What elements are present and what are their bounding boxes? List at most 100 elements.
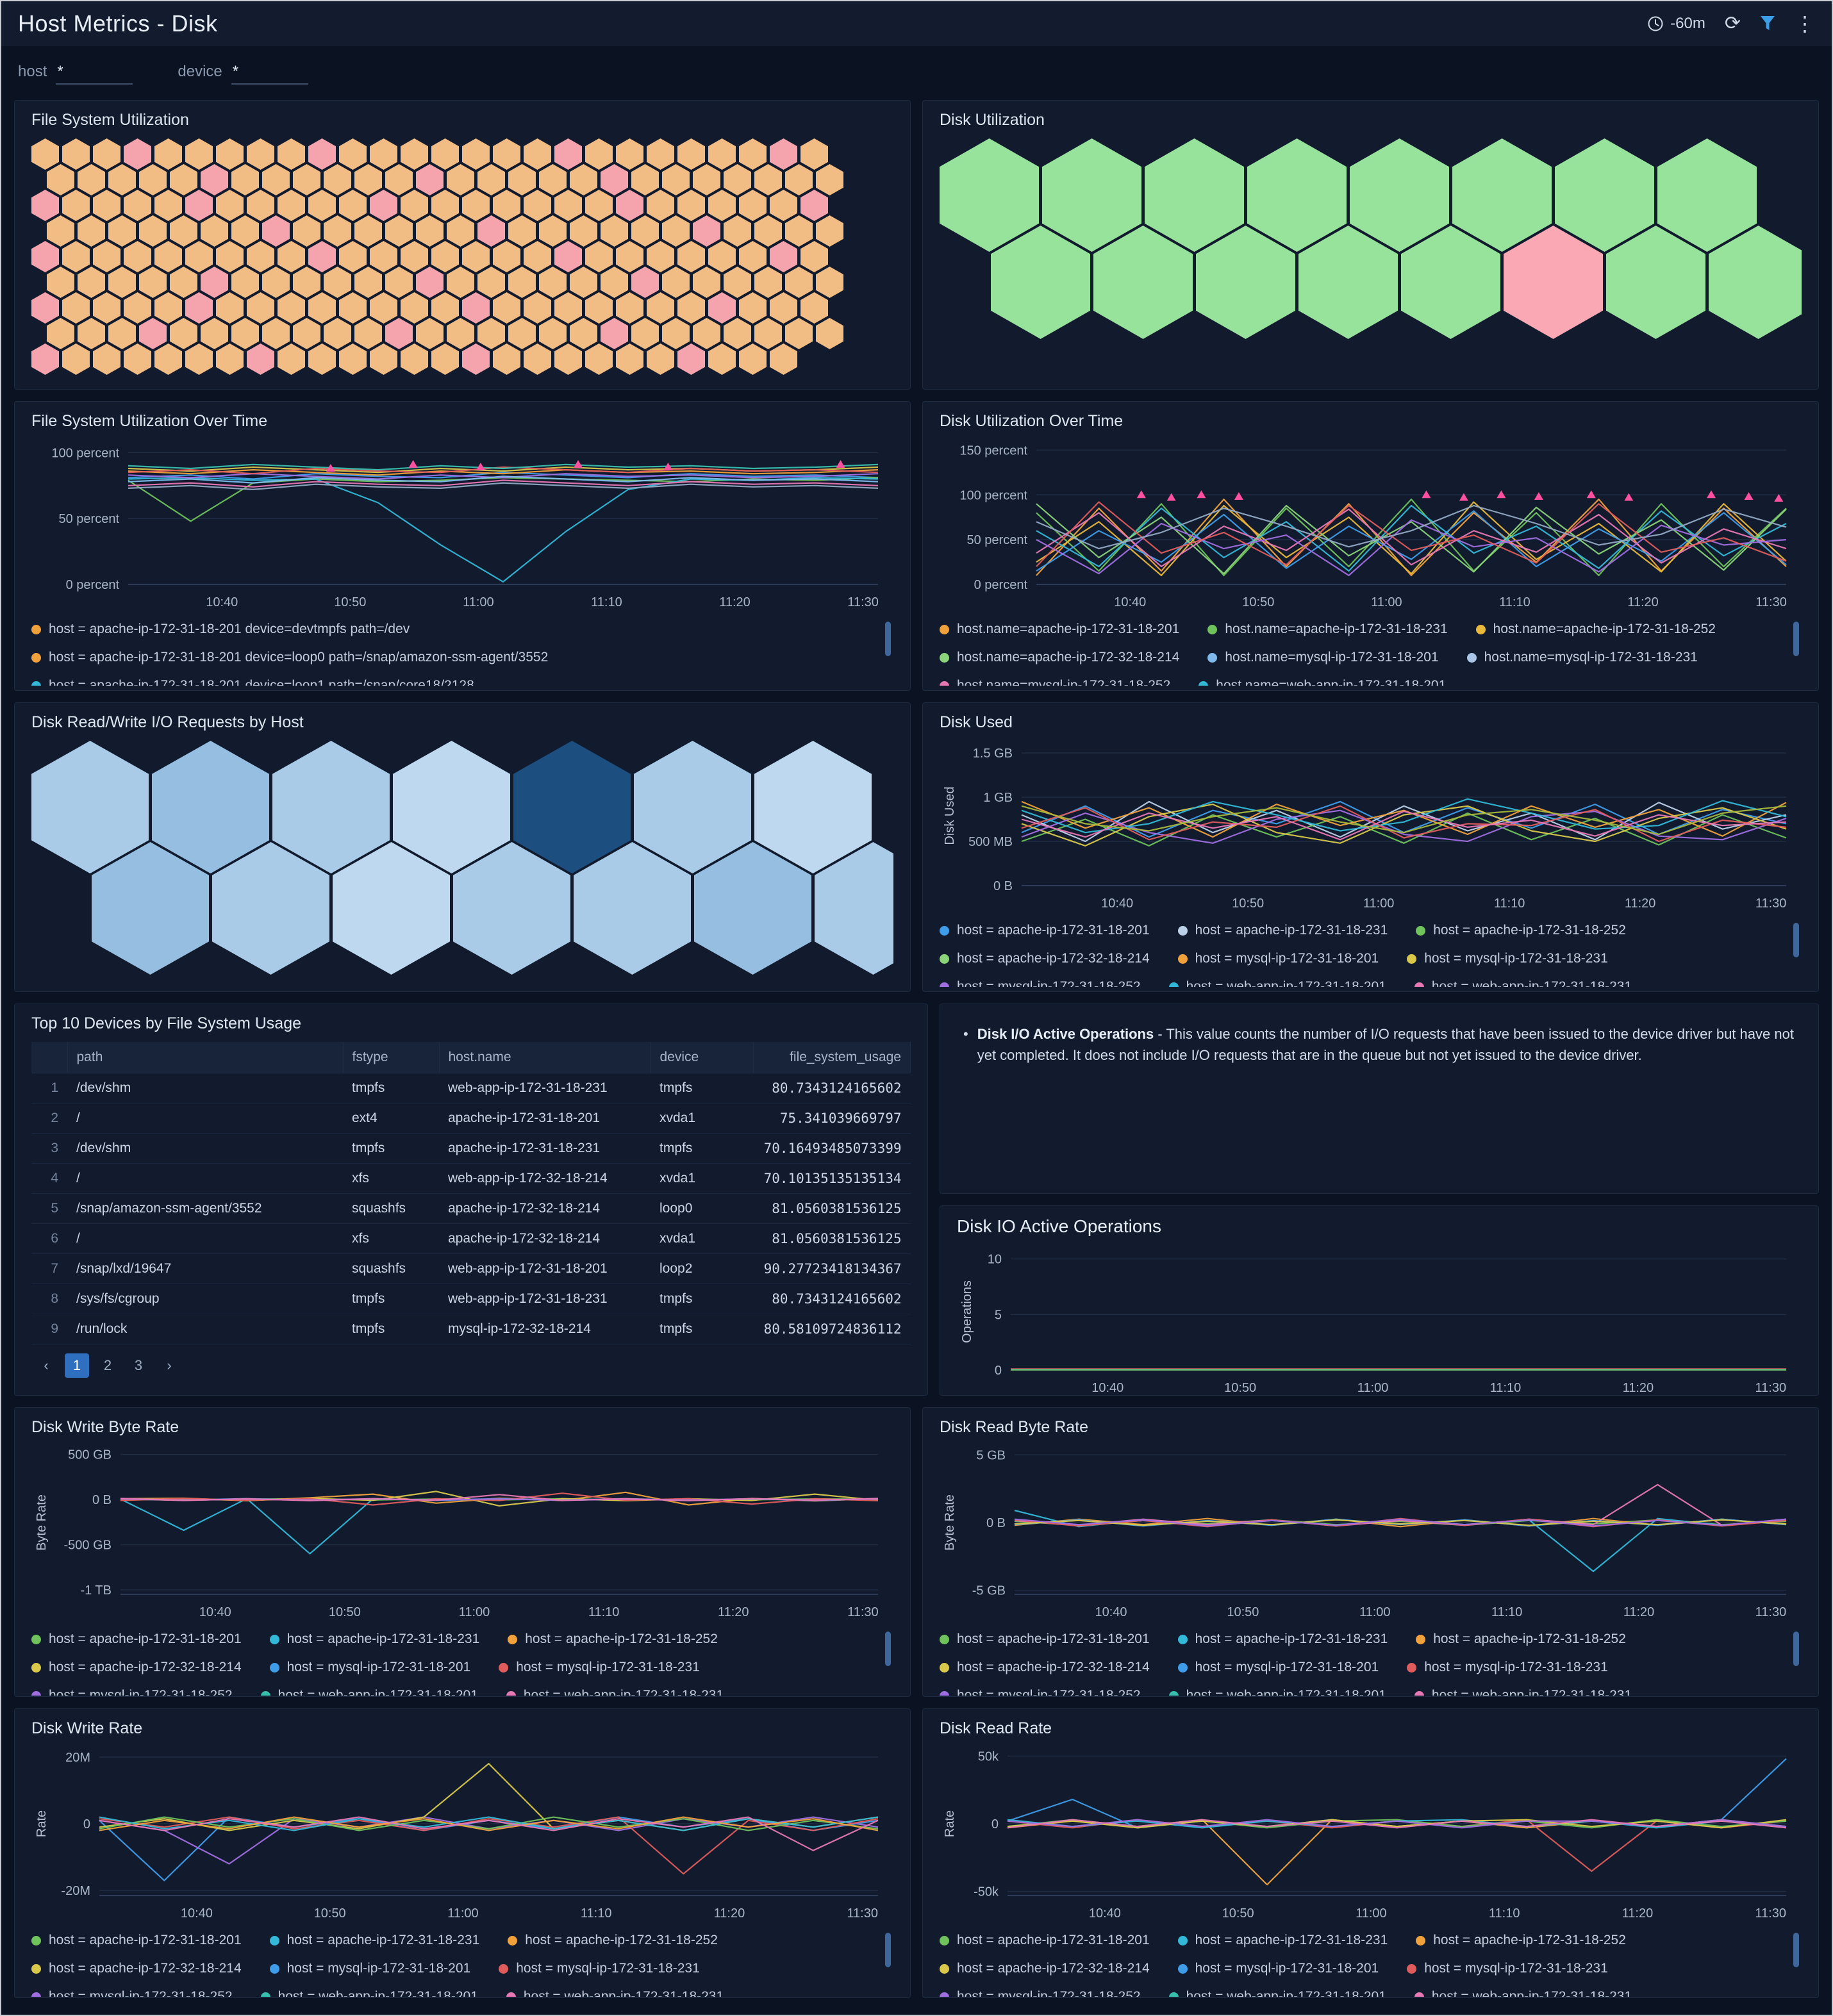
hexagon-cell[interactable] [324,215,351,247]
hexagon-cell[interactable] [554,190,582,221]
legend-entry[interactable]: host = apache-ip-172-31-18-231 [1177,1629,1388,1649]
hexagon-cell[interactable] [216,343,244,375]
hexagon-cell[interactable] [816,267,843,298]
hexagon-cell[interactable] [616,292,643,324]
hexagon-cell[interactable] [154,292,182,324]
hexagon-cell[interactable] [293,215,320,247]
hexagon-cell[interactable] [662,164,690,195]
table-row[interactable]: 5/snap/amazon-ssm-agent/3552 squashfs apac… [31,1193,911,1224]
hexagon-cell[interactable] [201,164,228,195]
hexagon-cell[interactable] [462,190,490,221]
hexagon-cell[interactable] [293,164,320,195]
disk-read-rate-chart[interactable]: -50k 0 50k 10:40 10:50 11:00 11:10 11:20 11:30 Ra… [940,1738,1802,1925]
disk-utilization-over-time-chart[interactable]: 0 percent 50 percent 100 percent 150 percen… [940,431,1802,614]
hexagon-cell[interactable] [493,292,520,324]
pagination-prev-button[interactable]: ‹ [44,1357,49,1373]
hexagon-cell[interactable] [339,190,367,221]
hexagon-cell[interactable] [754,215,782,247]
hexagon-cell[interactable] [513,741,631,873]
legend-entry[interactable]: host.name=mysql-ip-172-31-18-201 [1207,647,1439,668]
hexagon-cell[interactable] [231,215,259,247]
legend-entry[interactable]: host = web-app-ip-172-31-18-231 [506,1685,724,1696]
hexagon-cell[interactable] [816,215,843,247]
hexagon-cell[interactable] [385,318,413,349]
legend-entry[interactable]: host = mysql-ip-172-31-18-231 [1407,948,1608,969]
hexagon-cell[interactable] [170,267,197,298]
legend-scrollbar[interactable] [1793,1632,1799,1666]
hexagon-cell[interactable] [585,343,613,375]
hexagon-cell[interactable] [401,292,428,324]
hexagon-cell[interactable] [308,190,336,221]
hexagon-cell[interactable] [293,318,320,349]
hexagon-cell[interactable] [739,241,767,272]
hexagon-cell[interactable] [31,241,59,272]
hexagon-cell[interactable] [601,267,628,298]
hexagon-cell[interactable] [508,267,536,298]
hexagon-cell[interactable] [1555,138,1654,252]
hexagon-cell[interactable] [431,190,459,221]
legend-entry[interactable]: host = apache-ip-172-32-18-214 [31,1657,242,1678]
legend-entry[interactable]: host.name=mysql-ip-172-31-18-252 [940,675,1170,686]
pagination-next-button[interactable]: › [167,1357,172,1373]
hexagon-cell[interactable] [477,318,505,349]
legend-entry[interactable]: host = apache-ip-172-31-18-252 [508,1930,718,1951]
hexagon-cell[interactable] [62,190,90,221]
legend-entry[interactable]: host = apache-ip-172-31-18-201 device=de… [31,619,849,640]
hexagon-cell[interactable] [785,318,813,349]
hexagon-cell[interactable] [724,215,751,247]
hexagon-cell[interactable] [139,267,167,298]
hexagon-cell[interactable] [247,343,274,375]
hexagon-cell[interactable] [754,318,782,349]
hexagon-cell[interactable] [212,842,329,975]
hexagon-cell[interactable] [308,292,336,324]
legend-entry[interactable]: host = web-app-ip-172-31-18-231 [506,1987,724,1997]
hexagon-cell[interactable] [477,267,505,298]
hexagon-cell[interactable] [401,138,428,170]
hexagon-cell[interactable] [524,138,551,170]
hexagon-cell[interactable] [354,164,382,195]
disk-read-byte-rate-chart[interactable]: -5 GB 0 B 5 GB 10:40 10:50 11:00 11:10 11:20 11:… [940,1437,1802,1624]
hexagon-cell[interactable] [708,241,736,272]
hexagon-cell[interactable] [93,343,120,375]
hexagon-cell[interactable] [453,842,570,975]
hexagon-cell[interactable] [708,190,736,221]
hexagon-cell[interactable] [185,138,213,170]
time-range-control[interactable]: -60m [1647,15,1705,33]
legend-entry[interactable]: host = mysql-ip-172-31-18-252 [940,1685,1141,1696]
hexagon-cell[interactable] [770,138,797,170]
legend-scrollbar[interactable] [885,622,891,656]
hexagon-cell[interactable] [324,318,351,349]
hexagon-cell[interactable] [154,190,182,221]
hexagon-cell[interactable] [585,292,613,324]
hexagon-cell[interactable] [447,267,474,298]
hexagon-cell[interactable] [770,343,797,375]
hexagon-cell[interactable] [677,138,705,170]
hexagon-cell[interactable] [539,267,567,298]
legend-entry[interactable]: host = apache-ip-172-31-18-231 [269,1930,479,1951]
hexagon-cell[interactable] [31,292,59,324]
hexagon-cell[interactable] [508,318,536,349]
hexagon-cell[interactable] [308,138,336,170]
legend-entry[interactable]: host = mysql-ip-172-31-18-252 [940,977,1141,987]
hexagon-cell[interactable] [770,292,797,324]
legend-entry[interactable]: host = mysql-ip-172-31-18-252 [31,1685,233,1696]
hexagon-cell[interactable] [708,343,736,375]
hexagon-cell[interactable] [231,164,259,195]
hexagon-cell[interactable] [677,343,705,375]
hexagon-cell[interactable] [585,241,613,272]
hexagon-cell[interactable] [416,267,444,298]
hexagon-cell[interactable] [616,343,643,375]
hexagon-cell[interactable] [278,292,305,324]
hexagon-cell[interactable] [431,138,459,170]
hexagon-cell[interactable] [324,164,351,195]
hexagon-cell[interactable] [631,267,659,298]
hexagon-cell[interactable] [570,215,597,247]
hexagon-cell[interactable] [124,292,151,324]
host-filter-input[interactable] [56,60,133,85]
hexagon-cell[interactable] [785,215,813,247]
hexagon-cell[interactable] [693,215,720,247]
hexagon-cell[interactable] [634,741,751,873]
disk-write-byte-rate-chart[interactable]: -1 TB -500 GB 0 B 500 GB 10:40 10:50 11:00 11:1… [31,1437,893,1624]
legend-entry[interactable]: host = apache-ip-172-31-18-201 [940,1930,1150,1951]
hexagon-cell[interactable] [62,138,90,170]
